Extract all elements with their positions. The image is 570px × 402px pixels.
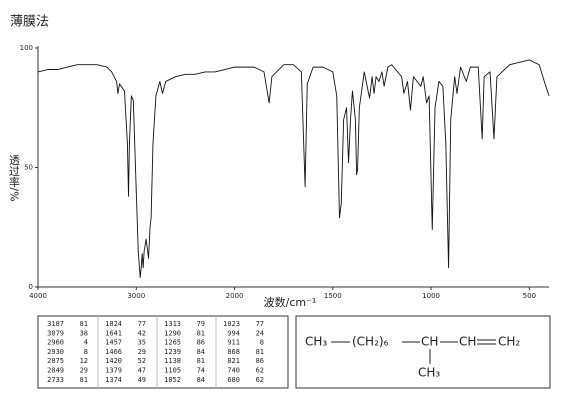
- table-cell: 1138: [164, 357, 181, 365]
- table-cell: 47: [138, 367, 146, 375]
- table-cell: 3187: [47, 320, 64, 328]
- table-cell: 77: [256, 320, 264, 328]
- table-cell: 81: [197, 329, 205, 337]
- y-axis-label: 透过率/%: [8, 154, 21, 201]
- x-tick-label: 500: [523, 292, 536, 300]
- table-cell: 1052: [164, 376, 181, 384]
- table-cell: 2930: [47, 348, 64, 356]
- chem-group: CH₂: [498, 335, 520, 349]
- x-tick-label: 1000: [422, 292, 440, 300]
- table-cell: 868: [227, 348, 240, 356]
- table-cell: 84: [197, 348, 205, 356]
- table-cell: 680: [227, 376, 240, 384]
- table-cell: 29: [138, 348, 146, 356]
- chem-group: CH₃: [418, 366, 440, 380]
- table-cell: 12: [80, 357, 88, 365]
- table-cell: 24: [256, 329, 264, 337]
- x-tick-label: 1500: [324, 292, 342, 300]
- table-cell: 821: [227, 357, 240, 365]
- table-cell: 1290: [164, 329, 181, 337]
- x-tick-label: 4000: [29, 292, 47, 300]
- table-cell: 2849: [47, 367, 64, 375]
- table-cell: 81: [80, 376, 88, 384]
- table-cell: 38: [80, 329, 88, 337]
- table-cell: 911: [227, 339, 240, 347]
- table-cell: 79: [197, 320, 205, 328]
- table-cell: 81: [80, 320, 88, 328]
- x-axis-label: 波数/cm⁻¹: [264, 296, 317, 309]
- table-cell: 1374: [105, 376, 122, 384]
- table-cell: 1420: [105, 357, 122, 365]
- table-cell: 52: [138, 357, 146, 365]
- table-cell: 4: [84, 339, 88, 347]
- y-tick-label: 50: [24, 164, 33, 172]
- table-cell: 86: [256, 357, 264, 365]
- table-cell: 1239: [164, 348, 181, 356]
- table-cell: 74: [197, 367, 205, 375]
- table-cell: 1105: [164, 367, 181, 375]
- y-tick-label: 100: [20, 44, 33, 52]
- table-cell: 8: [260, 339, 264, 347]
- table-cell: 2733: [47, 376, 64, 384]
- table-cell: 81: [197, 357, 205, 365]
- table-cell: 1265: [164, 339, 181, 347]
- chem-group: CH: [421, 335, 438, 349]
- chem-group: CH: [459, 335, 476, 349]
- table-cell: 49: [138, 376, 146, 384]
- table-cell: 86: [197, 339, 205, 347]
- table-cell: 1457: [105, 339, 122, 347]
- table-cell: 2875: [47, 357, 64, 365]
- chem-group: (CH₂)₆: [352, 335, 389, 349]
- table-cell: 994: [227, 329, 240, 337]
- table-cell: 84: [197, 376, 205, 384]
- chem-group: CH₃: [305, 335, 327, 349]
- table-cell: 8: [84, 348, 88, 356]
- y-tick-label: 0: [29, 283, 33, 291]
- table-cell: 1466: [105, 348, 122, 356]
- table-cell: 35: [138, 339, 146, 347]
- table-cell: 740: [227, 367, 240, 375]
- table-cell: 1641: [105, 329, 122, 337]
- peak-table-box: [37, 315, 289, 389]
- table-cell: 2960: [47, 339, 64, 347]
- table-cell: 62: [256, 367, 264, 375]
- table-cell: 42: [138, 329, 146, 337]
- spectrum-line: [37, 59, 550, 278]
- table-cell: 1824: [105, 320, 122, 328]
- table-cell: 3079: [47, 329, 64, 337]
- table-cell: 1379: [105, 367, 122, 375]
- x-tick-label: 3000: [127, 292, 145, 300]
- structure: [331, 339, 496, 364]
- table-cell: 1023: [223, 320, 240, 328]
- table-cell: 29: [80, 367, 88, 375]
- table-cell: 77: [138, 320, 146, 328]
- table-cell: 62: [256, 376, 264, 384]
- chart-title: 薄膜法: [10, 15, 49, 30]
- x-tick-label: 2000: [226, 292, 244, 300]
- table-cell: 1313: [164, 320, 181, 328]
- structure-box: [295, 315, 551, 389]
- table-cell: 81: [256, 348, 264, 356]
